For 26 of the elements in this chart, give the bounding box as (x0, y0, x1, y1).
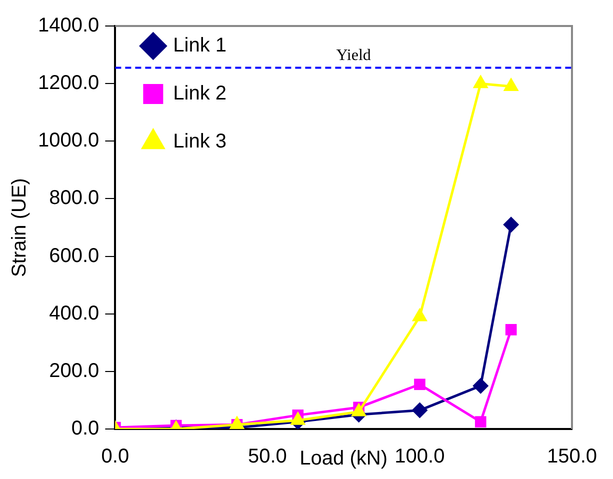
point (412, 308, 428, 322)
ref-line-label: Yield (336, 46, 371, 64)
y-tick-label: 400.0 (49, 302, 100, 324)
y-axis-title: Strain (UE) (8, 178, 31, 277)
point (472, 74, 488, 88)
y-tick-label: 200.0 (49, 360, 100, 382)
y-tick-label: 1400.0 (38, 14, 100, 37)
point (505, 324, 517, 336)
y-tick-label: 800.0 (49, 187, 100, 210)
point (414, 378, 426, 390)
y-tick-label: 1000.0 (38, 130, 100, 152)
point (474, 416, 486, 428)
y-tick-label: 0.0 (71, 418, 100, 440)
legend-label: Link 1 (173, 34, 227, 57)
x-tick-label: 0.0 (101, 446, 130, 468)
legend-label: Link 3 (173, 130, 227, 153)
y-tick-label: 600.0 (49, 244, 100, 267)
y-tick-label: 1200.0 (38, 72, 100, 94)
point (503, 77, 519, 91)
x-axis-title: Load (kN) (300, 448, 388, 470)
x-tick-label: 50.0 (248, 446, 287, 468)
x-tick-label: 150.0 (546, 446, 598, 468)
point (412, 402, 428, 418)
x-tick-label: 100.0 (394, 446, 445, 468)
point (472, 378, 489, 394)
legend-label: Link 2 (173, 82, 227, 105)
